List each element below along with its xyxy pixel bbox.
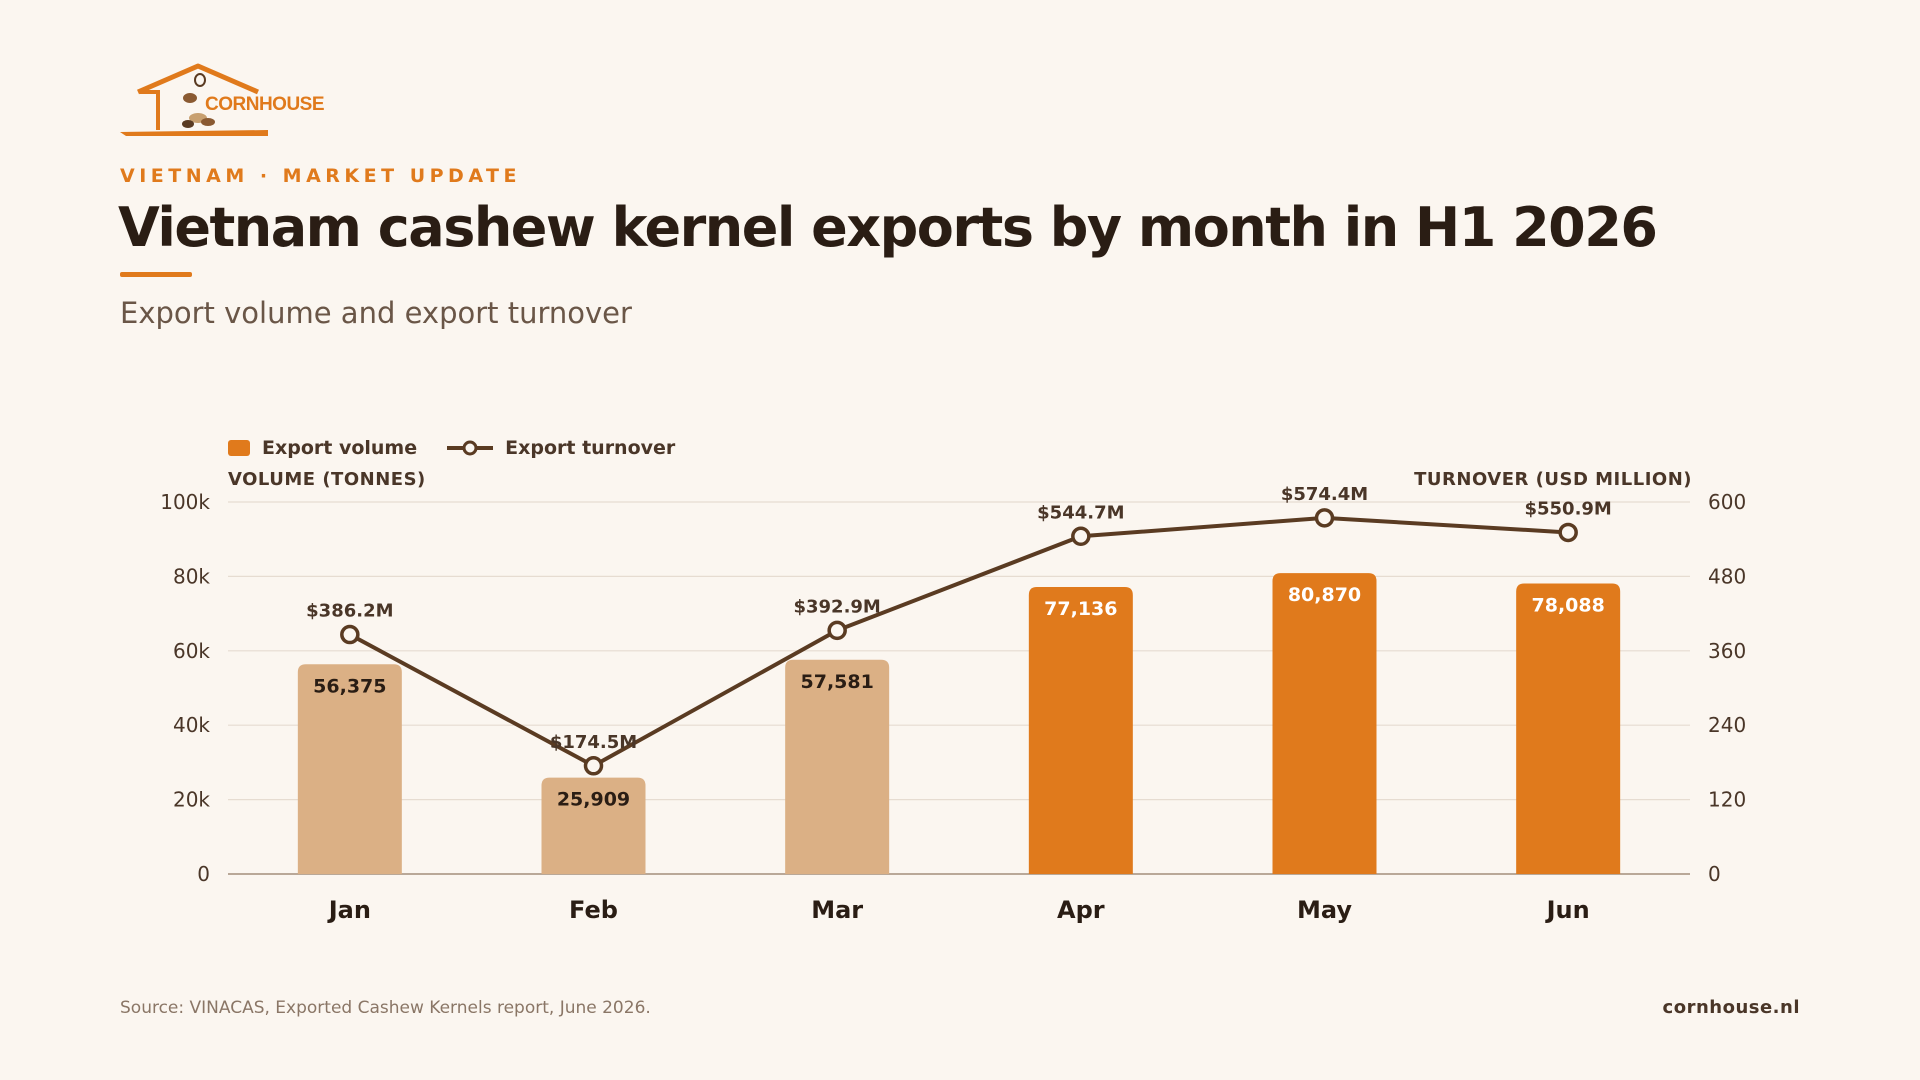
site-link[interactable]: cornhouse.nl xyxy=(1662,997,1800,1018)
volume-data-label: 57,581 xyxy=(801,671,874,693)
left-tick-label: 60k xyxy=(173,639,210,663)
cornhouse-logo-icon xyxy=(120,63,268,136)
logo-text: CORNHOUSE xyxy=(205,94,325,115)
left-axis-title: VOLUME (TONNES) xyxy=(228,469,426,490)
legend-swatch-line xyxy=(447,440,494,456)
left-tick-label: 20k xyxy=(173,788,210,812)
turnover-point xyxy=(827,620,847,641)
category-label: Mar xyxy=(811,896,863,924)
volume-data-label: 78,088 xyxy=(1532,595,1605,617)
turnover-point xyxy=(1558,522,1578,543)
legend-label-volume: Export volume xyxy=(262,437,418,459)
category-label: May xyxy=(1297,896,1352,924)
turnover-data-label: $550.9M xyxy=(1524,498,1611,519)
right-tick-label: 240 xyxy=(1708,713,1746,737)
volume-bar xyxy=(297,664,402,874)
turnover-data-label: $392.9M xyxy=(793,596,880,617)
volume-bar xyxy=(1272,573,1377,874)
left-tick-label: 100k xyxy=(160,490,210,514)
category-label: Feb xyxy=(569,896,618,924)
left-tick-label: 40k xyxy=(173,713,210,737)
category-label: Apr xyxy=(1057,896,1105,924)
turnover-data-label: $544.7M xyxy=(1037,502,1124,523)
source-note: Source: VINACAS, Exported Cashew Kernels… xyxy=(120,998,651,1018)
right-tick-label: 480 xyxy=(1708,564,1746,588)
left-tick-label: 80k xyxy=(173,564,210,588)
volume-data-label: 25,909 xyxy=(557,789,630,811)
turnover-data-label: $574.4M xyxy=(1281,484,1368,505)
legend-item-volume: Export volume xyxy=(228,437,417,459)
turnover-point xyxy=(1071,526,1091,547)
turnover-line xyxy=(348,515,1569,768)
right-tick-label: 600 xyxy=(1708,490,1746,514)
volume-bar xyxy=(541,777,646,874)
left-tick-label: 0 xyxy=(197,862,210,886)
volume-data-label: 80,870 xyxy=(1288,584,1361,606)
turnover-point xyxy=(1314,508,1335,528)
volume-data-label: 77,136 xyxy=(1044,598,1117,620)
right-axis-title: TURNOVER (USD MILLION) xyxy=(1414,469,1692,490)
turnover-data-label: $386.2M xyxy=(306,601,393,622)
legend-swatch-bar xyxy=(228,440,250,456)
volume-data-label: 56,375 xyxy=(313,675,386,697)
subtitle: Export volume and export turnover xyxy=(120,296,632,330)
turnover-point xyxy=(583,756,604,776)
category-label: Jun xyxy=(1545,896,1590,924)
volume-bar xyxy=(1028,587,1133,874)
legend-item-turnover: Export turnover xyxy=(447,437,675,459)
title-underline xyxy=(120,272,192,277)
turnover-point xyxy=(340,624,360,645)
right-tick-label: 0 xyxy=(1708,862,1721,886)
legend-label-turnover: Export turnover xyxy=(505,437,676,459)
volume-bar xyxy=(1516,583,1621,874)
volume-bar xyxy=(785,659,890,874)
category-label: Jan xyxy=(327,896,371,924)
page-title: Vietnam cashew kernel exports by month i… xyxy=(118,196,1658,259)
kicker: VIETNAM · MARKET UPDATE xyxy=(120,165,521,187)
turnover-data-label: $174.5M xyxy=(550,732,637,753)
right-tick-label: 360 xyxy=(1708,639,1746,663)
chart-legend: Export volume Export turnover xyxy=(228,437,705,459)
right-tick-label: 120 xyxy=(1708,788,1746,812)
